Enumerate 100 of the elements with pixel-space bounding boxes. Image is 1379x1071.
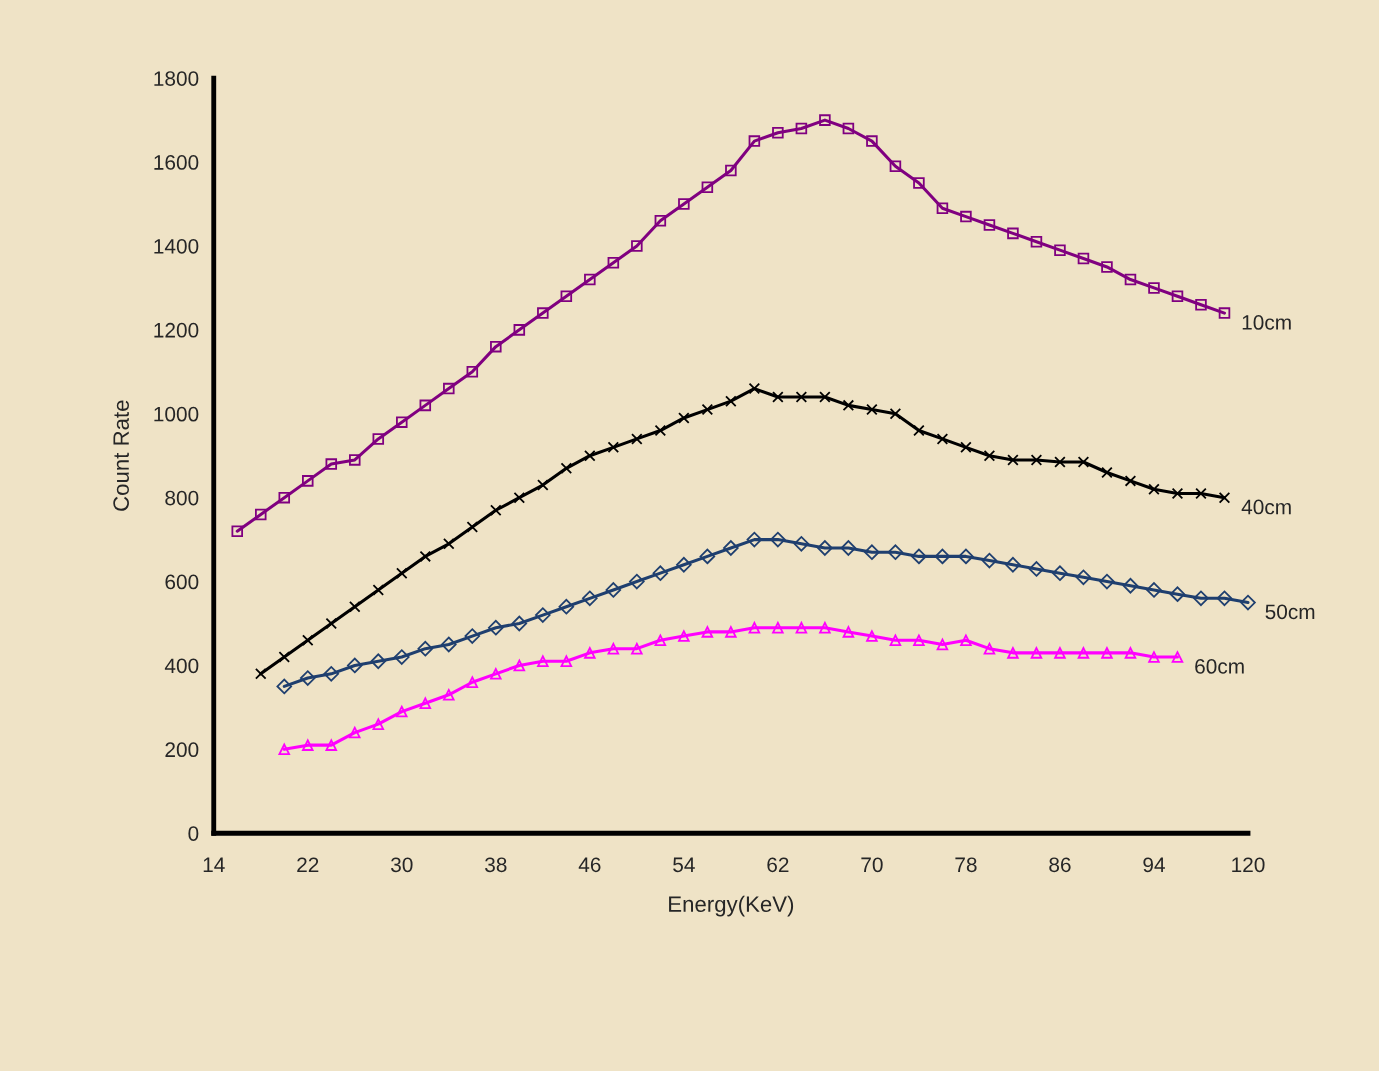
y-tick-label: 1600 [154,155,199,170]
point [1171,487,1184,500]
point [748,135,761,147]
point [537,307,549,319]
point [278,491,291,504]
point [842,122,855,135]
point [699,548,716,565]
point [819,114,831,126]
point [513,491,526,504]
point [537,655,549,668]
point [1240,594,1256,611]
y-tick-label: 800 [165,490,199,506]
point [419,697,432,709]
point [960,441,972,454]
point [372,433,385,445]
point [349,454,361,466]
point [1030,454,1043,466]
point [466,366,479,378]
point [1195,487,1207,500]
point [913,424,925,437]
point [701,403,714,416]
point [1218,491,1231,504]
point [983,449,996,462]
point [325,617,338,630]
point [325,458,338,470]
point [1099,573,1115,590]
point [793,536,810,552]
point [419,399,432,412]
point [1124,475,1137,487]
point [819,621,831,634]
point [605,582,622,598]
point [819,391,831,403]
point [936,202,949,214]
point [631,240,643,252]
point [889,407,902,420]
y-tick-label: 1800 [154,71,199,86]
point [654,634,667,647]
point [584,449,596,462]
point [584,273,596,286]
y-tick-label: 1000 [154,406,199,422]
point [1218,307,1231,319]
point [584,647,596,659]
point [1193,590,1209,607]
point [349,726,361,739]
point [913,177,925,189]
point [276,678,293,695]
point [466,521,479,533]
point [582,590,598,607]
point [396,567,408,579]
point [911,548,927,565]
point [983,642,996,655]
point [1146,582,1162,598]
point [795,122,808,135]
point [725,395,737,407]
point [889,634,902,647]
point [934,548,951,565]
point [1054,456,1066,468]
point [748,621,761,634]
point [1101,466,1113,479]
point [325,739,338,751]
point [1007,227,1019,240]
x-tick-label: 30 [391,857,413,873]
point [629,573,645,590]
point [983,219,996,231]
point [278,651,291,663]
point [513,659,526,672]
point [1148,483,1160,496]
point [513,324,526,336]
series-label: 10cm [1242,315,1291,330]
series-label: 50cm [1265,604,1315,620]
x-tick-label: 14 [203,857,225,872]
point [817,540,833,556]
point [464,628,481,644]
point [1030,647,1043,659]
point [443,382,455,395]
y-axis-title: Count Rate [113,400,129,511]
x-tick-label: 22 [297,857,319,872]
point [396,705,408,718]
point [701,626,714,638]
y-tick-label: 1200 [154,322,199,338]
point [231,525,244,537]
point [417,640,434,657]
point [394,649,410,665]
point [1077,456,1090,468]
point [490,504,502,517]
point [1101,261,1113,273]
point [631,642,643,655]
point [419,550,432,563]
point [607,642,620,655]
point [466,676,479,688]
point [1195,298,1207,311]
y-tick-label: 600 [165,574,199,590]
point [349,600,361,613]
point [960,210,972,223]
point [1007,647,1019,659]
x-tick-label: 94 [1143,857,1165,873]
point [678,198,690,210]
point [1216,590,1233,607]
point [537,479,549,491]
point [725,164,737,177]
